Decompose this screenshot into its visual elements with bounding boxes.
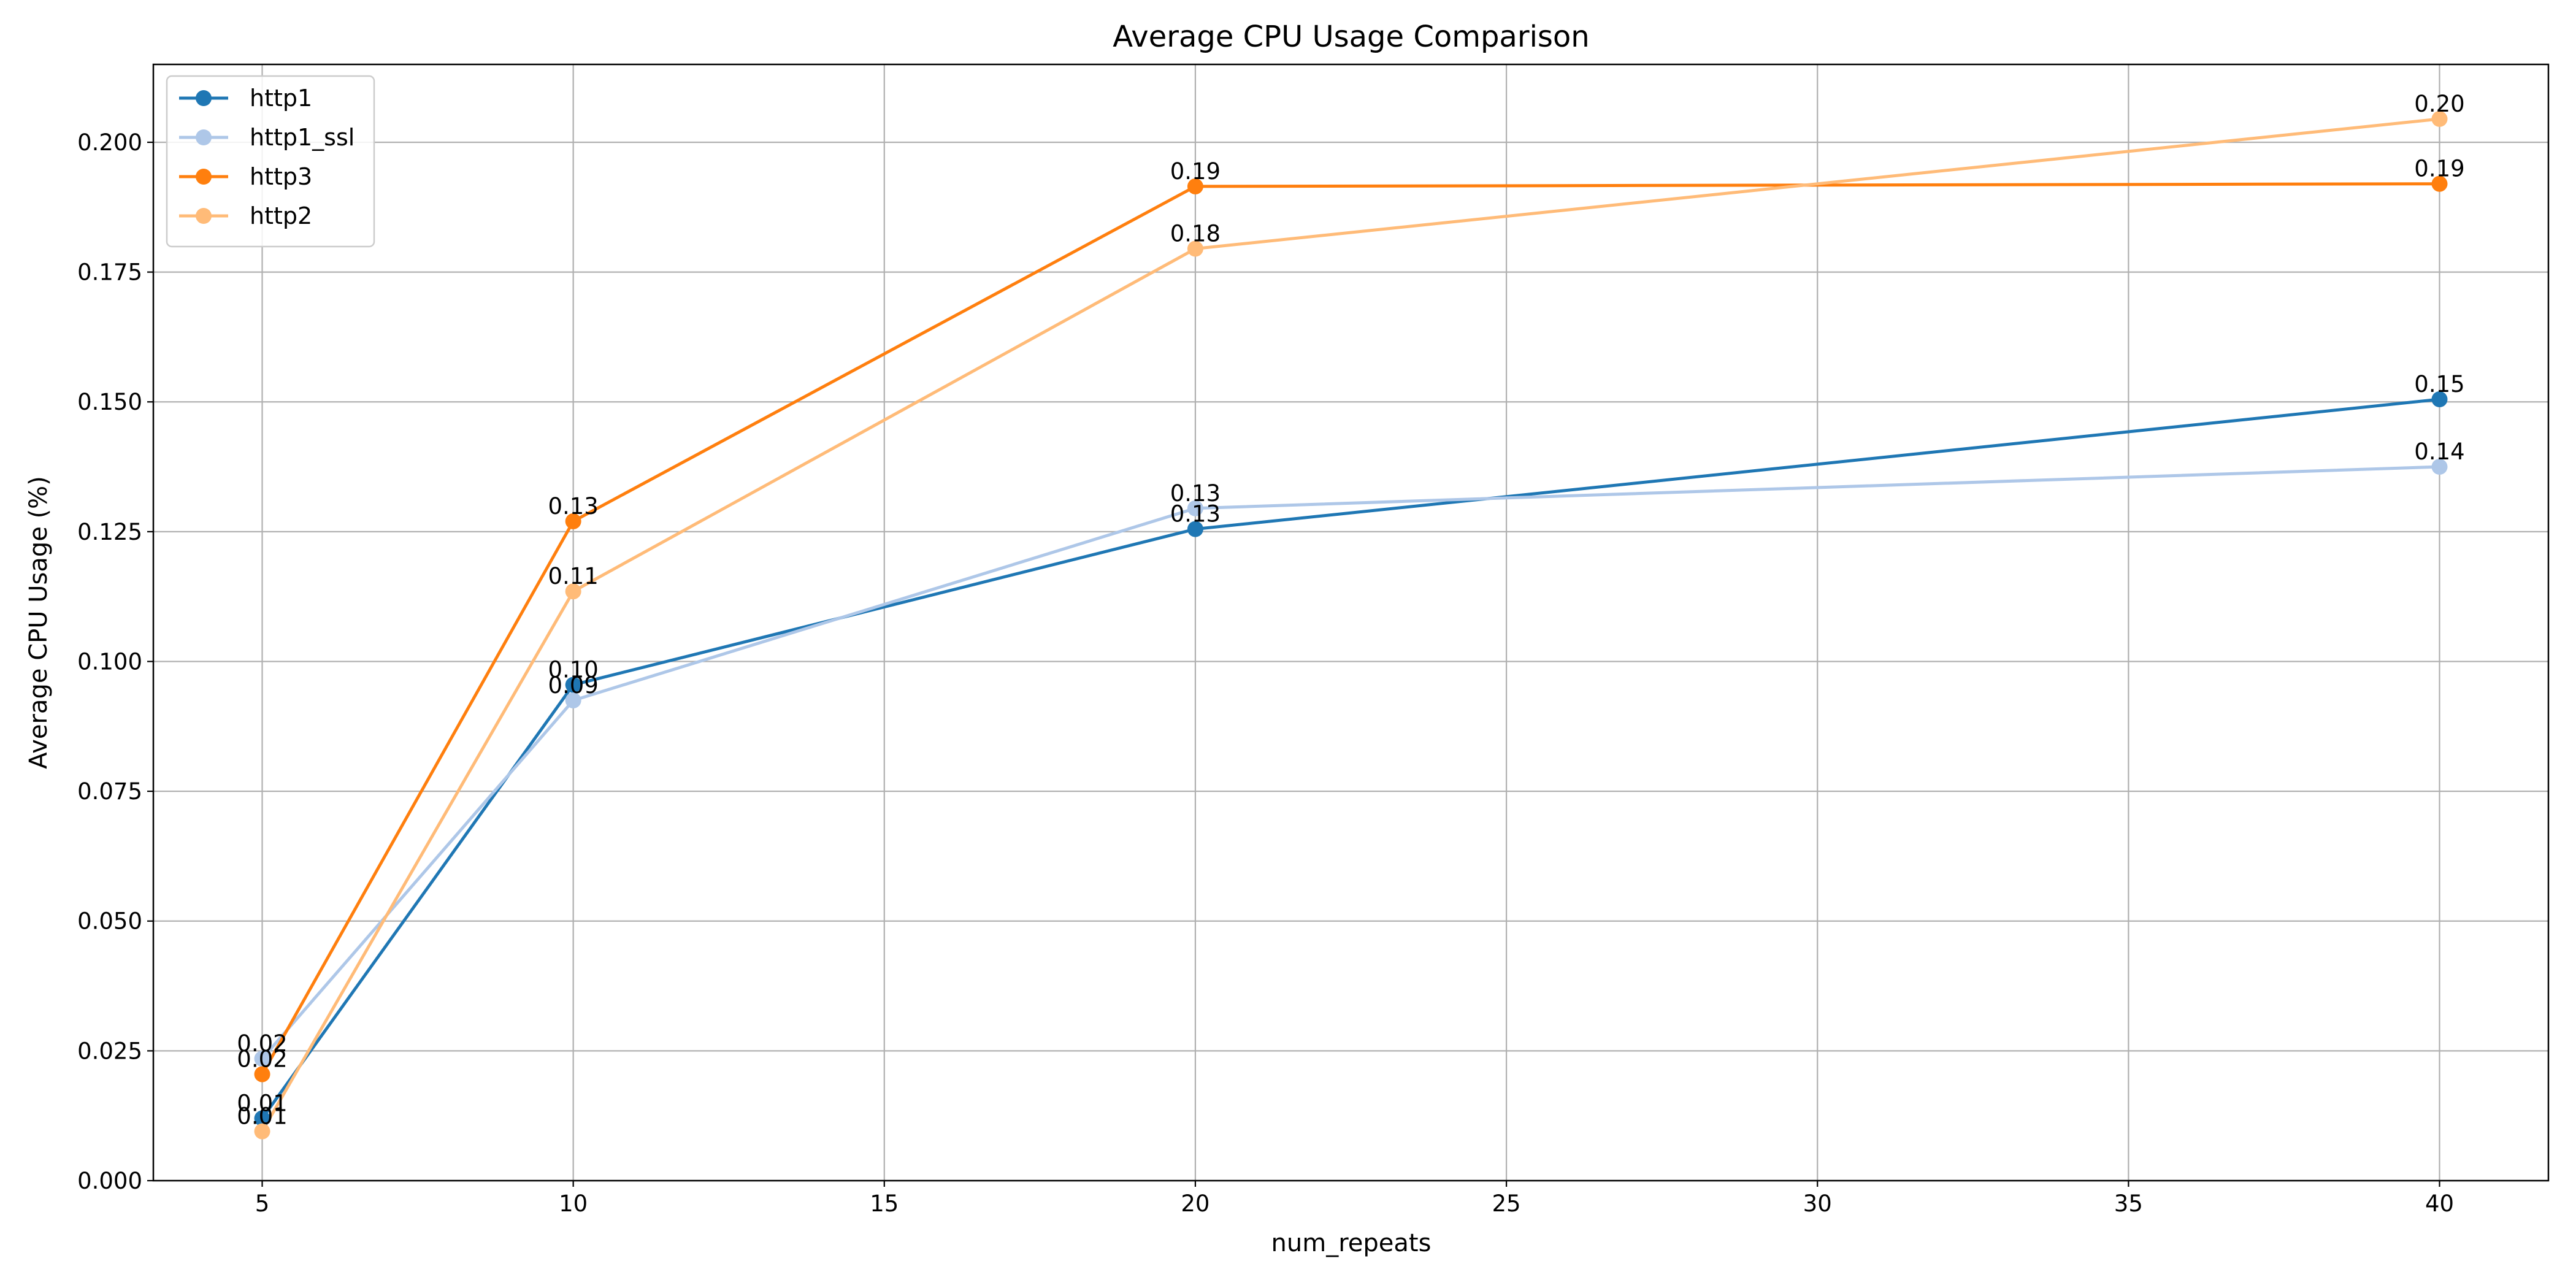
data-label-http1_ssl: 0.02 [237,1030,287,1057]
series-lines [261,117,2440,1132]
legend-label-http1_ssl: http1_ssl [250,124,355,151]
x-tick-label: 5 [255,1190,270,1217]
data-point-http1 [254,1110,270,1127]
legend-swatch-marker [196,208,212,224]
data-label-http1_ssl: 0.13 [1170,480,1221,507]
data-point-http3 [2431,175,2448,192]
data-point-http2 [2431,110,2448,127]
series-line-http1 [261,397,2440,1119]
y-tick-label: 0.200 [77,129,142,156]
x-tick-label: 25 [1492,1190,1521,1217]
data-point-http3 [254,1066,270,1083]
x-tick-label: 15 [870,1190,899,1217]
data-label-http3: 0.19 [2414,156,2464,182]
x-tick-label: 35 [2114,1190,2143,1217]
chart-title: Average CPU Usage Comparison [1113,20,1589,54]
data-point-http3 [565,513,581,529]
data-label-http2: 0.18 [1170,221,1221,247]
y-tick-label: 0.150 [77,389,142,415]
grid-lines [153,64,2548,1182]
data-label-http2: 0.20 [2414,91,2464,117]
x-axis-title: num_repeats [1271,1229,1432,1257]
data-point-http1 [565,677,581,693]
x-tick-label: 20 [1181,1190,1209,1217]
x-tick-label: 30 [1803,1190,1832,1217]
data-label-http3: 0.19 [1170,158,1221,185]
data-point-http2 [565,583,581,600]
data-label-http1: 0.13 [1170,501,1221,527]
y-tick-label: 0.000 [77,1168,142,1194]
data-label-http2: 0.01 [237,1103,287,1130]
legend-label-http2: http2 [250,202,312,229]
legend-swatch-marker [196,169,212,185]
series-line-http1_ssl [261,465,2440,1060]
legend: http1 http1_ssl http3 http2 [166,75,375,248]
plot-frame [152,63,2550,1182]
legend-label-http3: http3 [250,163,312,190]
legend-box [166,75,375,248]
data-label-http1: 0.15 [2414,371,2464,397]
y-tick-label: 0.075 [77,778,142,805]
data-point-http2 [1187,240,1203,257]
data-labels: 0.01 0.10 0.13 0.15 0.02 0.09 0.13 0.14 0.02 0.13… [237,91,2464,1130]
data-point-http2 [254,1123,270,1140]
data-point-http3 [1187,178,1203,194]
y-tick-label: 0.025 [77,1038,142,1064]
data-point-http1_ssl [2431,459,2448,475]
y-tick-label: 0.050 [77,908,142,935]
data-point-http1_ssl [565,692,581,708]
data-label-http3: 0.02 [237,1046,287,1072]
legend-swatch-marker [196,129,212,145]
data-label-http1_ssl: 0.14 [2414,439,2464,465]
data-point-http1_ssl [254,1051,270,1067]
data-label-http3: 0.13 [548,493,598,519]
data-points [254,110,2448,1140]
x-tick-label: 40 [2425,1190,2454,1217]
data-point-http1_ssl [1187,500,1203,516]
y-axis-title: Average CPU Usage (%) [25,476,53,769]
data-point-http1 [1187,521,1203,537]
y-tick-label: 0.100 [77,648,142,675]
axis-ticks: 5 10 15 20 25 30 35 400.0000.0250.0500.0750.100… [77,129,2454,1217]
series-line-http2 [261,117,2440,1132]
data-label-http2: 0.11 [548,563,598,589]
data-label-http1: 0.01 [237,1090,287,1116]
legend-label-http1: http1 [250,85,312,112]
data-label-http1_ssl: 0.09 [548,672,598,699]
y-tick-label: 0.175 [77,259,142,286]
legend-swatch-marker [196,90,212,106]
data-point-http1 [2431,391,2448,407]
data-label-http1: 0.10 [548,657,598,683]
y-tick-label: 0.125 [77,519,142,545]
x-tick-label: 10 [559,1190,588,1217]
